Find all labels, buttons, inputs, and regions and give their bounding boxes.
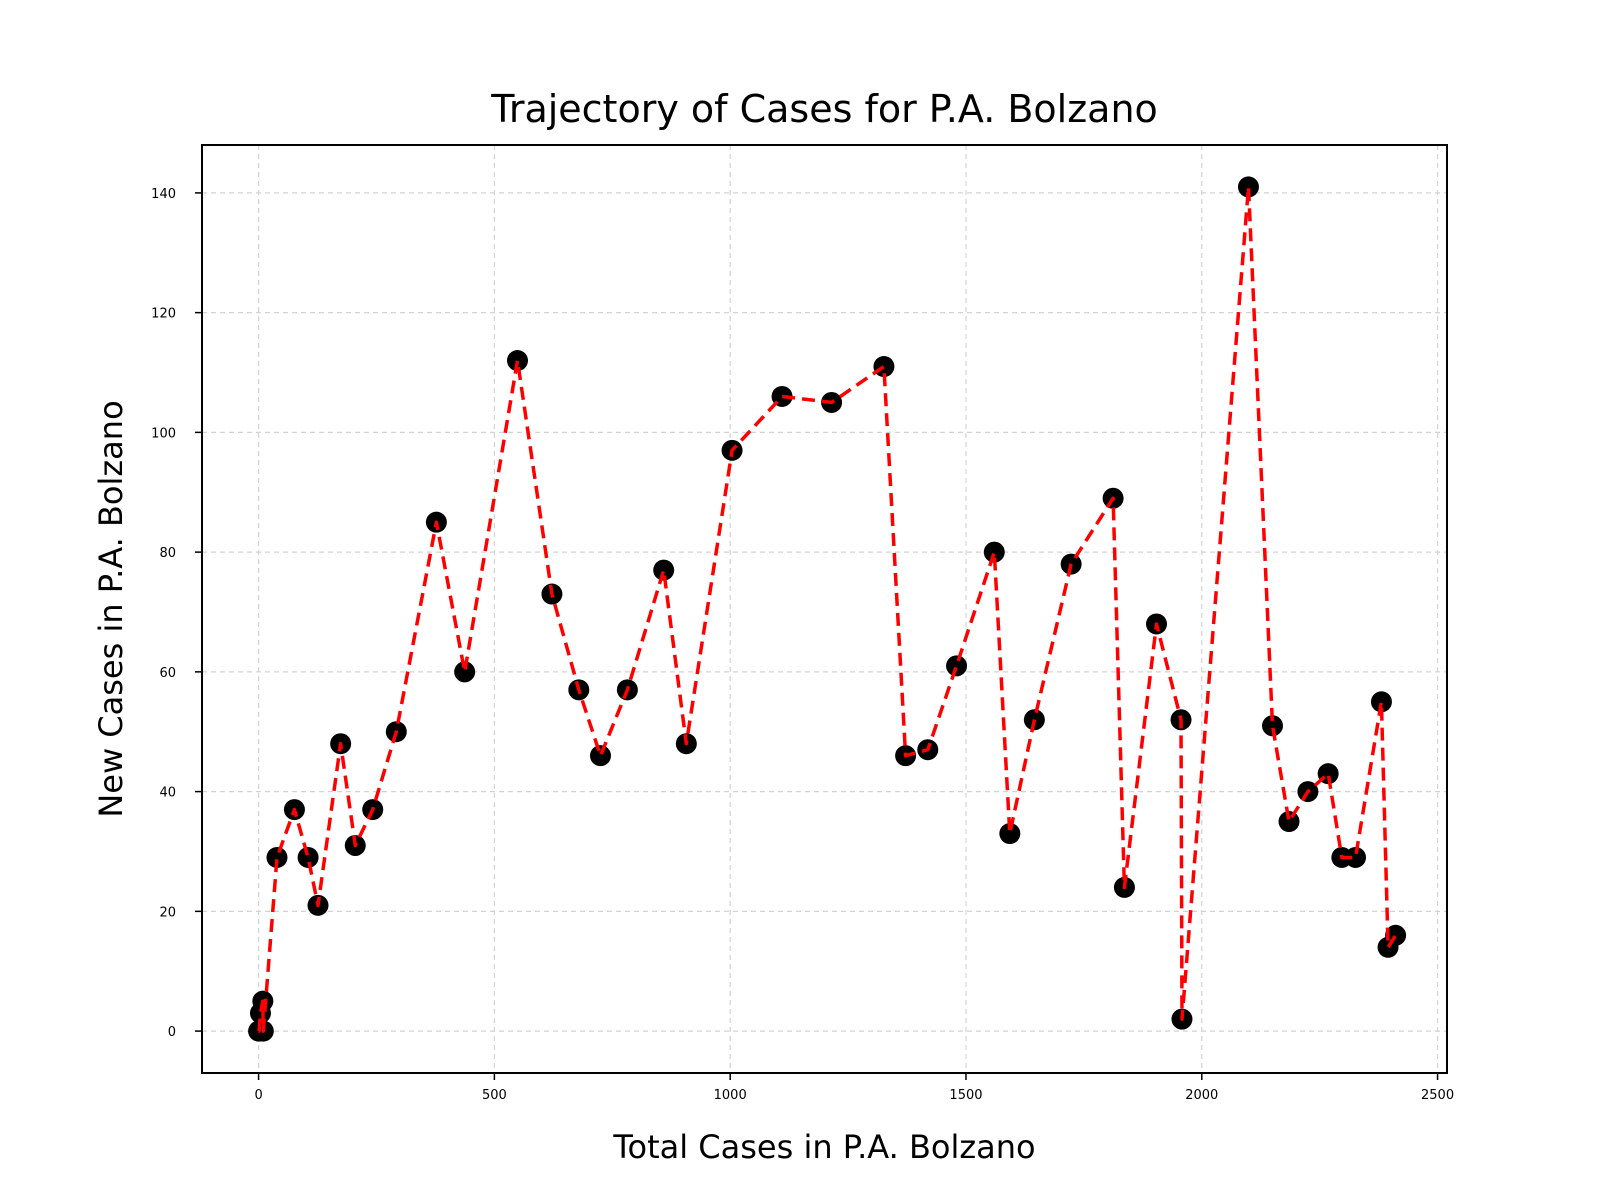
axes: 0 500 1000 1500 2000 2500 0 20 40 60 80 100 120 140	[151, 187, 1454, 1103]
data-point	[297, 846, 319, 868]
data-point	[1262, 715, 1284, 737]
y-tick-label: 40	[159, 786, 176, 801]
data-point	[1370, 691, 1392, 713]
plot-frame	[201, 144, 1448, 1074]
x-tick-label: 2500	[1421, 1088, 1454, 1103]
y-tick-label: 0	[168, 1025, 176, 1040]
y-tick-label: 140	[151, 187, 176, 202]
y-tick-label: 120	[151, 307, 176, 322]
data-point	[999, 823, 1021, 845]
y-axis-label: New Cases in P.A. Bolzano	[92, 400, 130, 817]
grid	[202, 145, 1447, 1073]
x-axis-label: Total Cases in P.A. Bolzano	[612, 1128, 1035, 1166]
data-point	[454, 661, 476, 683]
data-point	[506, 350, 528, 372]
x-tick-label: 1000	[714, 1088, 747, 1103]
series-line	[257, 185, 1398, 1033]
y-tick-label: 80	[159, 546, 176, 561]
y-tick-label: 100	[151, 426, 176, 441]
data-point	[1237, 176, 1259, 198]
data-point	[946, 655, 968, 677]
data-point	[589, 745, 611, 767]
x-tick-label: 500	[482, 1088, 507, 1103]
data-point	[983, 541, 1005, 563]
series-layer	[248, 176, 1407, 1042]
y-tick-label: 20	[159, 905, 176, 920]
data-point	[653, 559, 675, 581]
x-tick-label: 1500	[949, 1088, 982, 1103]
data-point	[1345, 846, 1367, 868]
x-tick-label: 2000	[1185, 1088, 1218, 1103]
data-point	[266, 846, 288, 868]
chart-title: Trajectory of Cases for P.A. Bolzano	[490, 87, 1158, 131]
y-tick-label: 60	[159, 666, 176, 681]
x-tick-label: 0	[254, 1088, 262, 1103]
